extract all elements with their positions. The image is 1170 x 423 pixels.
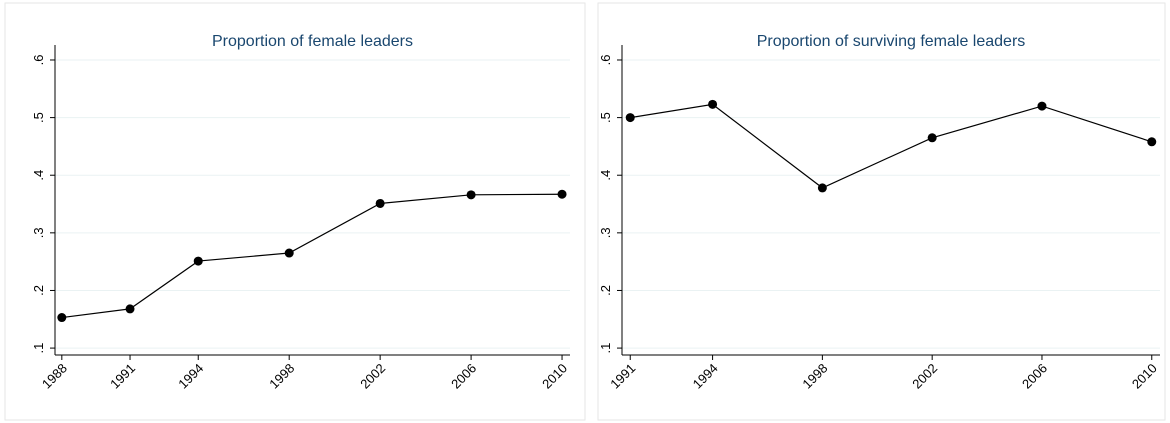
y-tick-label: .2 <box>598 285 613 296</box>
y-tick-label: .6 <box>598 55 613 66</box>
point <box>375 198 385 208</box>
point <box>625 113 635 123</box>
point <box>193 256 203 266</box>
y-tick-label: .3 <box>598 227 613 238</box>
panel <box>597 2 1166 421</box>
chart-title: Proportion of female leaders <box>212 33 413 50</box>
y-tick-label: .6 <box>31 55 46 66</box>
y-tick-label: .5 <box>31 112 46 123</box>
line <box>630 103 1152 189</box>
point <box>57 313 67 323</box>
point <box>927 133 937 143</box>
point <box>817 183 827 193</box>
y-tick-label: .1 <box>31 343 46 354</box>
point <box>466 190 476 200</box>
y-tick-label: .1 <box>598 343 613 354</box>
y-tick-label: .4 <box>31 170 46 181</box>
point <box>1147 137 1157 147</box>
point <box>284 248 294 258</box>
panel <box>4 2 586 421</box>
y-tick-label: .2 <box>31 285 46 296</box>
point <box>125 304 135 314</box>
y-tick-label: .5 <box>598 112 613 123</box>
y-tick-label: .3 <box>31 227 46 238</box>
point <box>1037 101 1047 111</box>
point <box>557 189 567 199</box>
chart-title: Proportion of surviving female leaders <box>757 33 1026 50</box>
point <box>708 99 718 109</box>
y-tick-label: .4 <box>598 170 613 181</box>
